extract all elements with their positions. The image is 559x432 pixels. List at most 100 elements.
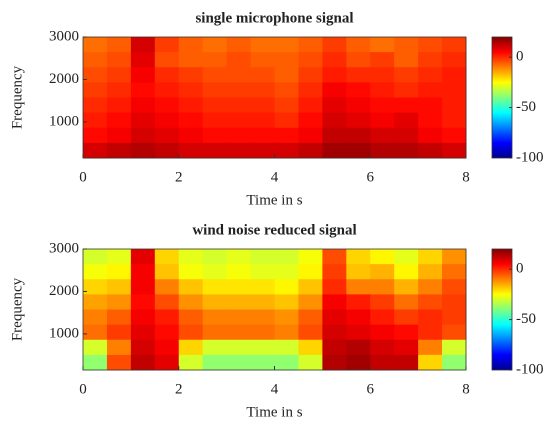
heatmap-cell xyxy=(274,264,299,280)
heatmap-cell xyxy=(346,142,371,159)
heatmap-cell xyxy=(274,249,299,265)
heatmap-cell xyxy=(394,264,419,280)
heatmap-cell xyxy=(346,324,371,341)
heatmap-cell xyxy=(106,82,132,98)
heatmap-cell xyxy=(250,324,275,341)
colorbar-tick-label: -100 xyxy=(516,149,544,165)
heatmap-cell xyxy=(322,324,347,341)
heatmap-cell xyxy=(346,339,371,356)
x-tick-label: 8 xyxy=(462,381,470,397)
heatmap-cell xyxy=(274,37,299,53)
heatmap-cell xyxy=(154,249,180,265)
heatmap-cell xyxy=(202,67,228,83)
heatmap-cell xyxy=(322,82,347,98)
heatmap-cell xyxy=(226,112,252,129)
heatmap-cell xyxy=(226,37,252,53)
heatmap-cell xyxy=(250,339,275,356)
heatmap-cell xyxy=(394,127,419,144)
heatmap-cell xyxy=(226,339,252,356)
heatmap-cell xyxy=(226,249,252,265)
heatmap-cell xyxy=(418,112,443,129)
heatmap-cell xyxy=(250,249,275,265)
heatmap-cell xyxy=(202,82,228,98)
heatmap-cell xyxy=(322,112,347,129)
heatmap-cell xyxy=(274,309,299,326)
heatmap-cell xyxy=(274,354,299,371)
heatmap-cell xyxy=(83,264,108,280)
heatmap-cell xyxy=(106,142,132,159)
heatmap-cell xyxy=(226,142,252,159)
heatmap-cell xyxy=(106,52,132,68)
heatmap-cell xyxy=(370,309,395,326)
heatmap-cell xyxy=(418,249,443,265)
heatmap-cell xyxy=(370,112,395,129)
heatmap-cell xyxy=(274,294,299,310)
heatmap-cell xyxy=(370,82,395,98)
heatmap-cell xyxy=(370,67,395,83)
heatmap-cell xyxy=(226,264,252,280)
heatmap-cell xyxy=(226,82,252,98)
heatmap-cell xyxy=(346,82,371,98)
heatmap-cell xyxy=(370,264,395,280)
heatmap-cell xyxy=(154,354,180,371)
heatmap-cell xyxy=(250,97,275,114)
heatmap-cell xyxy=(202,354,228,371)
heatmap-cell xyxy=(178,142,204,159)
heatmap-cell xyxy=(442,97,467,114)
heatmap-cell xyxy=(418,279,443,295)
heatmap-cell xyxy=(154,37,180,53)
heatmap-cell xyxy=(394,37,419,53)
heatmap-cell xyxy=(322,97,347,114)
heatmap-cell xyxy=(83,249,108,265)
heatmap-cell xyxy=(322,127,347,144)
heatmap-cell xyxy=(298,339,323,356)
heatmap-cell xyxy=(250,279,275,295)
heatmap-cell xyxy=(418,37,443,53)
heatmap-cell xyxy=(83,82,108,98)
heatmap-cell xyxy=(298,67,323,83)
heatmap-cell xyxy=(298,309,323,326)
heatmap-cell xyxy=(83,339,108,356)
heatmap-cell xyxy=(202,112,228,129)
heatmap-cell xyxy=(298,97,323,114)
heatmap-cell xyxy=(346,37,371,53)
heatmap-cell xyxy=(370,37,395,53)
heatmap-cell xyxy=(178,309,204,326)
heatmap-cell xyxy=(394,82,419,98)
x-tick-label: 2 xyxy=(175,169,183,185)
x-tick-label: 0 xyxy=(79,169,87,185)
heatmap-cell xyxy=(370,354,395,371)
heatmap-cell xyxy=(154,264,180,280)
heatmap-cell xyxy=(442,127,467,144)
x-tick-label: 8 xyxy=(462,169,470,185)
heatmap-cell xyxy=(394,309,419,326)
heatmap-cell xyxy=(298,112,323,129)
heatmap-cell xyxy=(202,339,228,356)
y-tick-label: 3000 xyxy=(49,240,79,256)
heatmap-cell xyxy=(178,67,204,83)
x-axis-label: Time in s xyxy=(246,192,302,208)
heatmap-cell xyxy=(154,309,180,326)
heatmap-cell xyxy=(250,82,275,98)
heatmap-cell xyxy=(394,97,419,114)
heatmap-cell xyxy=(154,112,180,129)
heatmap-cell xyxy=(418,52,443,68)
heatmap-cell xyxy=(106,324,132,341)
heatmap-cell xyxy=(83,37,108,53)
heatmap-cell xyxy=(418,264,443,280)
heatmap-cell xyxy=(130,52,156,68)
heatmap-cell xyxy=(130,142,156,159)
heatmap-cell xyxy=(178,279,204,295)
heatmap-cell xyxy=(83,324,108,341)
heatmap-cell xyxy=(394,294,419,310)
heatmap-cell xyxy=(250,309,275,326)
heatmap-cell xyxy=(274,52,299,68)
heatmap-cell xyxy=(250,52,275,68)
heatmap-cell xyxy=(418,142,443,159)
heatmap-cell xyxy=(298,354,323,371)
x-tick-label: 6 xyxy=(367,169,375,185)
heatmap-cell xyxy=(442,67,467,83)
heatmap-cell xyxy=(106,279,132,295)
heatmap-cell xyxy=(394,354,419,371)
heatmap-cell xyxy=(322,294,347,310)
